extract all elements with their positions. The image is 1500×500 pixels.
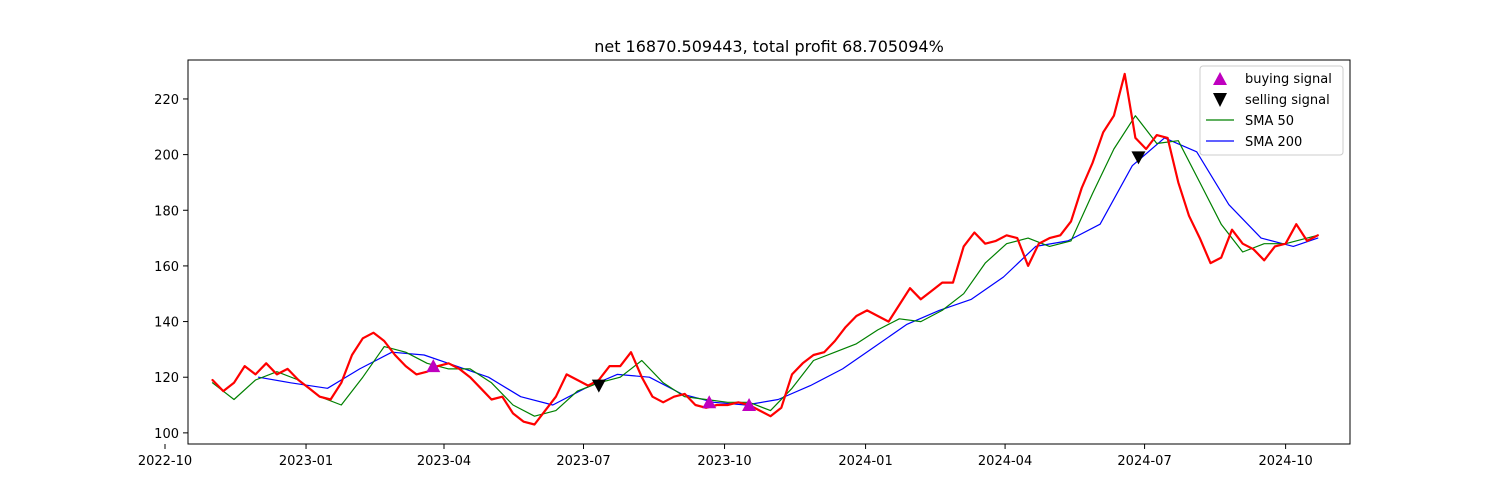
legend-sma200-label: SMA 200 bbox=[1245, 135, 1302, 150]
y-tick-label: 140 bbox=[154, 316, 179, 331]
buying-signal-marker bbox=[426, 359, 441, 373]
axes: 2022-10 2023-01 2023-04 2023-07 2023-10 2024-… bbox=[138, 93, 1313, 469]
y-tick-label: 220 bbox=[154, 93, 179, 108]
legend-box bbox=[1199, 65, 1344, 156]
legend-selling-signal-label: selling signal bbox=[1245, 93, 1330, 108]
sma200-line bbox=[257, 137, 1319, 406]
buying-signal-marker bbox=[742, 398, 757, 412]
x-tick-label: 2023-07 bbox=[556, 454, 610, 469]
x-tick-label: 2023-04 bbox=[417, 454, 471, 469]
legend-sma50-label: SMA 50 bbox=[1245, 114, 1294, 129]
selling-signal-marker bbox=[1131, 151, 1146, 165]
y-tick-label: 120 bbox=[154, 371, 179, 386]
y-tick-label: 100 bbox=[154, 427, 179, 442]
x-tick-label: 2024-07 bbox=[1117, 454, 1171, 469]
legend-buying-signal-label: buying signal bbox=[1245, 72, 1332, 87]
legend-selling-signal-marker bbox=[1213, 93, 1227, 107]
buying-signal-marker bbox=[702, 395, 717, 409]
x-tick-label: 2023-01 bbox=[279, 454, 333, 469]
legend: buying signal selling signal SMA 50 SMA … bbox=[1199, 65, 1344, 156]
legend-buying-signal-marker bbox=[1213, 72, 1227, 85]
x-tick-label: 2023-10 bbox=[697, 454, 751, 469]
plot-area bbox=[211, 72, 1319, 426]
selling-signal-marker bbox=[591, 379, 606, 393]
x-tick-label: 2024-04 bbox=[978, 454, 1032, 469]
chart-title: net 16870.509443, total profit 68.705094… bbox=[594, 37, 944, 56]
x-tick-label: 2022-10 bbox=[138, 454, 192, 469]
sma50-line bbox=[211, 115, 1319, 417]
x-tick-label: 2024-01 bbox=[838, 454, 892, 469]
x-tick-label: 2024-10 bbox=[1258, 454, 1312, 469]
y-tick-label: 180 bbox=[154, 204, 179, 219]
y-tick-label: 200 bbox=[154, 149, 179, 164]
y-tick-label: 160 bbox=[154, 260, 179, 275]
plot-frame bbox=[187, 59, 1351, 445]
close-price-line bbox=[211, 72, 1319, 426]
